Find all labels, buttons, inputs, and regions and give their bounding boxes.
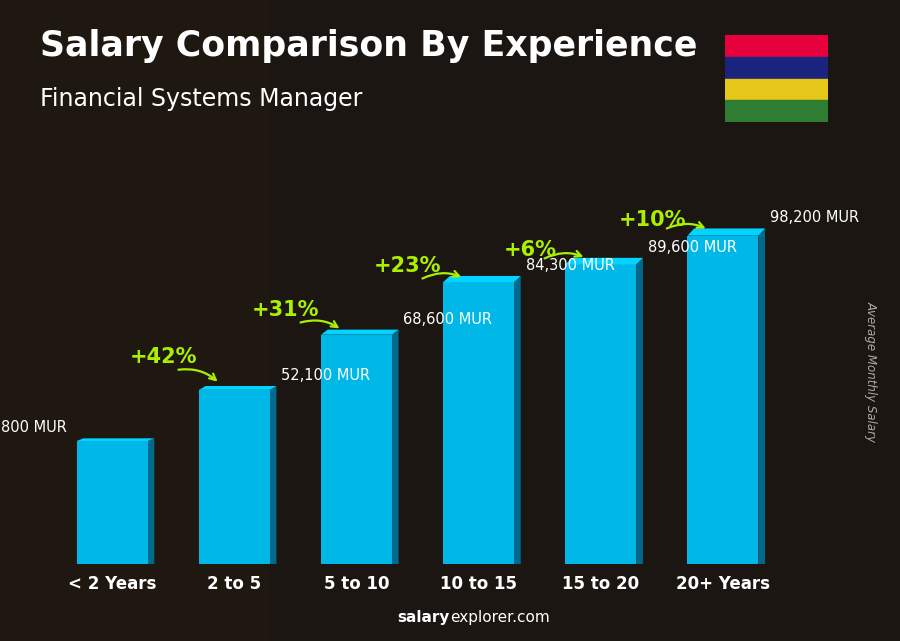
FancyArrowPatch shape — [301, 320, 338, 327]
Text: explorer.com: explorer.com — [450, 610, 550, 625]
Text: +23%: +23% — [374, 256, 442, 276]
FancyArrowPatch shape — [422, 271, 459, 279]
Bar — [565, 265, 636, 564]
Text: salary: salary — [398, 610, 450, 625]
Text: 36,800 MUR: 36,800 MUR — [0, 420, 67, 435]
Polygon shape — [392, 329, 399, 564]
FancyArrowPatch shape — [178, 369, 216, 380]
Text: 52,100 MUR: 52,100 MUR — [282, 368, 371, 383]
Text: +6%: +6% — [503, 240, 556, 260]
Text: 98,200 MUR: 98,200 MUR — [770, 210, 859, 226]
Text: +10%: +10% — [618, 210, 686, 229]
Text: +42%: +42% — [130, 347, 197, 367]
Polygon shape — [148, 438, 154, 564]
Bar — [270, 0, 900, 641]
Text: 68,600 MUR: 68,600 MUR — [403, 312, 492, 326]
Bar — [724, 100, 828, 122]
Bar — [443, 282, 514, 564]
Polygon shape — [636, 258, 643, 564]
Bar — [724, 79, 828, 100]
Bar — [76, 441, 148, 564]
FancyArrowPatch shape — [667, 222, 704, 228]
Polygon shape — [688, 228, 765, 236]
Polygon shape — [514, 276, 521, 564]
Text: 84,300 MUR: 84,300 MUR — [526, 258, 615, 273]
Text: Financial Systems Manager: Financial Systems Manager — [40, 87, 363, 110]
Polygon shape — [199, 386, 276, 390]
Polygon shape — [76, 438, 154, 441]
Bar — [688, 236, 759, 564]
Bar — [724, 35, 828, 57]
Polygon shape — [759, 228, 765, 564]
Text: Salary Comparison By Experience: Salary Comparison By Experience — [40, 29, 698, 63]
Polygon shape — [270, 386, 276, 564]
Polygon shape — [443, 276, 521, 282]
Bar — [199, 390, 270, 564]
Text: Average Monthly Salary: Average Monthly Salary — [865, 301, 878, 442]
Bar — [724, 57, 828, 79]
FancyArrowPatch shape — [544, 251, 581, 258]
Text: +31%: +31% — [252, 300, 320, 320]
Bar — [321, 335, 392, 564]
Text: 89,600 MUR: 89,600 MUR — [648, 240, 737, 254]
Polygon shape — [321, 329, 399, 335]
Polygon shape — [565, 258, 643, 265]
